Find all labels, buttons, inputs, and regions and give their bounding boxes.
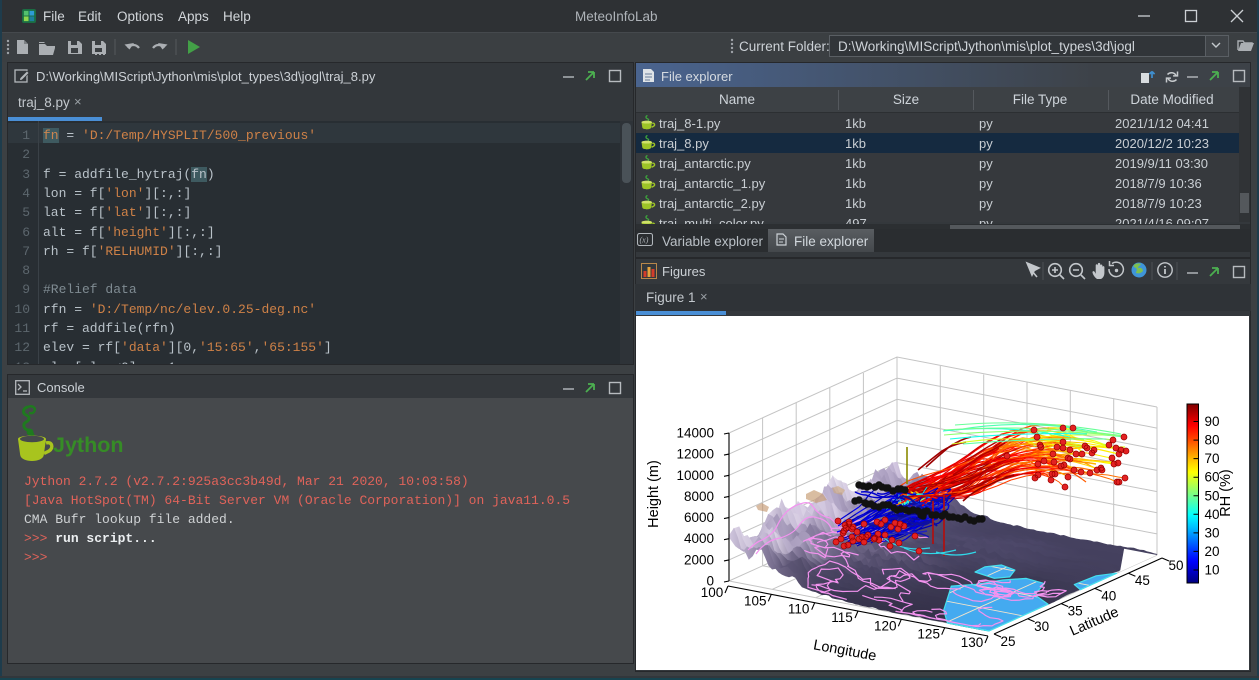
svg-text:10000: 10000 bbox=[676, 468, 714, 483]
svg-text:6000: 6000 bbox=[684, 510, 714, 525]
svg-text:60: 60 bbox=[1205, 470, 1220, 485]
svg-text:10: 10 bbox=[1205, 563, 1220, 578]
svg-text:25: 25 bbox=[1000, 634, 1015, 649]
svg-text:35: 35 bbox=[1068, 604, 1083, 619]
svg-text:RH (%): RH (%) bbox=[1218, 469, 1234, 517]
svg-text:110: 110 bbox=[788, 602, 810, 617]
svg-text:45: 45 bbox=[1135, 573, 1150, 588]
svg-text:40: 40 bbox=[1205, 507, 1220, 522]
svg-text:120: 120 bbox=[874, 618, 897, 633]
svg-text:30: 30 bbox=[1034, 619, 1049, 634]
svg-text:100: 100 bbox=[701, 585, 724, 600]
svg-text:20: 20 bbox=[1205, 544, 1220, 559]
svg-text:Jython: Jython bbox=[53, 433, 123, 457]
svg-text:115: 115 bbox=[831, 610, 853, 625]
svg-text:(x): (x) bbox=[640, 236, 649, 245]
svg-text:50: 50 bbox=[1168, 558, 1183, 573]
svg-text:2000: 2000 bbox=[684, 552, 714, 567]
svg-text:40: 40 bbox=[1101, 588, 1116, 603]
svg-text:12000: 12000 bbox=[676, 447, 714, 462]
svg-text:90: 90 bbox=[1205, 414, 1220, 429]
svg-text:14000: 14000 bbox=[676, 426, 714, 441]
svg-text:70: 70 bbox=[1205, 451, 1220, 466]
svg-text:50: 50 bbox=[1205, 488, 1220, 503]
svg-text:30: 30 bbox=[1205, 525, 1220, 540]
svg-text:80: 80 bbox=[1205, 433, 1220, 448]
svg-text:Height (m): Height (m) bbox=[646, 460, 662, 528]
svg-text:0: 0 bbox=[706, 574, 714, 589]
svg-text:125: 125 bbox=[917, 627, 940, 642]
svg-text:130: 130 bbox=[961, 635, 984, 650]
svg-text:8000: 8000 bbox=[684, 489, 714, 504]
svg-text:105: 105 bbox=[744, 593, 767, 608]
svg-text:4000: 4000 bbox=[684, 531, 714, 546]
